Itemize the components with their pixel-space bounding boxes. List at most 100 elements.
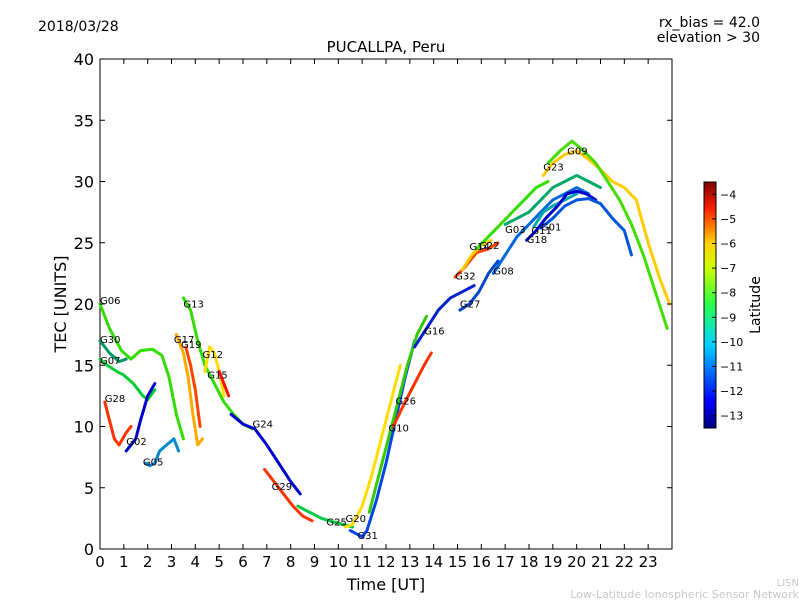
x-tick-label: 17 [496, 553, 515, 571]
colorbar-tick-label: −4 [720, 188, 736, 201]
satellite-label-G23: G23 [543, 162, 563, 173]
y-tick-label: 40 [74, 50, 94, 69]
y-axis-label: TEC [UNITS] [51, 256, 70, 354]
satellite-label-G17: G17 [174, 335, 194, 346]
x-tick-label: 23 [639, 553, 658, 571]
x-tick-label: 18 [519, 553, 538, 571]
satellite-label-G07: G07 [100, 356, 120, 367]
satellite-label-G06: G06 [100, 296, 120, 307]
series-G02 [124, 382, 157, 453]
rx-bias-label: rx_bias = 42.0 [659, 15, 760, 31]
x-axis-ticks: 0 1 2 3 4 5 6 7 8 9 10 11 12 13 14 15 16 17 18 19 20 21 22 23 [95, 59, 658, 571]
series-G15 [217, 369, 231, 398]
series-G19 [184, 345, 202, 428]
y-tick-label: 30 [74, 173, 94, 192]
series-G01 [539, 197, 633, 257]
y-axis-ticks: 0 5 10 15 20 25 30 35 40 [74, 50, 672, 559]
y-tick-label: 10 [74, 418, 94, 437]
satellite-label-G25: G25 [326, 518, 346, 529]
colorbar-tick-label: −11 [720, 361, 743, 374]
series-G17 [174, 333, 204, 447]
satellite-label-G12: G12 [202, 350, 222, 361]
series-G09 [546, 139, 669, 330]
colorbar-tick-label: −6 [720, 238, 736, 251]
colorbar-tick-label: −9 [720, 311, 736, 324]
y-tick-label: 25 [74, 234, 94, 253]
series-G26 [391, 351, 433, 428]
series-G29 [263, 467, 314, 523]
satellite-label-G13: G13 [183, 300, 203, 311]
series-G25 [296, 504, 355, 529]
x-tick-label: 5 [214, 553, 224, 571]
series-G18 [525, 189, 598, 242]
x-tick-label: 16 [472, 553, 491, 571]
x-tick-label: 1 [119, 553, 129, 571]
satellite-label-G30: G30 [100, 335, 120, 346]
x-tick-label: 7 [262, 553, 272, 571]
x-tick-label: 9 [310, 553, 320, 571]
colorbar-tick-label: −12 [720, 385, 743, 398]
x-tick-label: 3 [167, 553, 177, 571]
series-G16 [413, 284, 476, 349]
elevation-label: elevation > 30 [657, 30, 760, 46]
satellite-label-G18: G18 [527, 235, 547, 246]
satellite-label-G19: G19 [181, 340, 201, 351]
series-G08 [491, 186, 591, 275]
satellite-label-G28: G28 [105, 394, 125, 405]
x-tick-label: 8 [286, 553, 296, 571]
satellite-label-G14: G14 [469, 242, 489, 253]
x-tick-label: 6 [238, 553, 248, 571]
x-tick-label: 13 [400, 553, 419, 571]
satellite-label-G01: G01 [541, 223, 561, 234]
chart-title: PUCALLPA, Peru [327, 38, 446, 56]
satellite-label-G10: G10 [388, 423, 408, 434]
satellite-label-G20: G20 [345, 514, 365, 525]
satellite-label-G27: G27 [460, 300, 480, 311]
y-tick-label: 20 [74, 295, 94, 314]
series-G28 [103, 400, 133, 447]
colorbar-tick-label: −13 [720, 410, 743, 423]
satellite-label-G26: G26 [396, 396, 416, 407]
x-tick-label: 15 [448, 553, 467, 571]
y-tick-label: 15 [74, 356, 94, 375]
satellite-label-G29: G29 [272, 482, 292, 493]
y-tick-label: 5 [84, 479, 94, 498]
x-tick-label: 11 [353, 553, 372, 571]
footer-org-short: LISN [777, 578, 799, 589]
satellite-label-G15: G15 [207, 371, 227, 382]
x-tick-label: 10 [329, 553, 348, 571]
x-tick-label: 12 [376, 553, 395, 571]
satellite-label-G16: G16 [424, 327, 444, 338]
series-layer [98, 139, 672, 539]
satellite-label-G11: G11 [531, 226, 551, 237]
footer-org-long: Low-Latitude Ionospheric Sensor Network [570, 588, 799, 600]
series-G22 [475, 180, 550, 251]
series-G10 [367, 314, 428, 514]
x-tick-label: 4 [191, 553, 201, 571]
series-G20 [344, 363, 402, 529]
series-G30 [98, 339, 128, 364]
satellite-label-G31: G31 [357, 531, 377, 542]
x-tick-label: 22 [615, 553, 634, 571]
colorbar-tick-label: −7 [720, 262, 736, 275]
satellite-label-G22: G22 [479, 241, 499, 252]
colorbar-ticks: −13 −12 −11 −10 −9 −8 −7 −6 −5 −4 [712, 188, 743, 423]
colorbar-tick-label: −10 [720, 336, 743, 349]
series-G03 [503, 173, 602, 226]
y-tick-label: 35 [74, 111, 94, 130]
satellite-label-G09: G09 [567, 147, 587, 158]
date-label: 2018/03/28 [38, 19, 119, 35]
satellite-label-G24: G24 [253, 420, 273, 431]
satellite-label-G03: G03 [505, 225, 525, 236]
x-tick-label: 0 [95, 553, 105, 571]
series-G11 [532, 192, 579, 229]
x-tick-label: 2 [143, 553, 153, 571]
x-tick-label: 20 [567, 553, 586, 571]
colorbar-tick-label: −5 [720, 213, 736, 226]
series-G24 [229, 412, 302, 496]
satellite-label-G02: G02 [126, 437, 146, 448]
colorbar-label: Latitude [748, 276, 764, 334]
x-tick-label: 14 [424, 553, 443, 571]
